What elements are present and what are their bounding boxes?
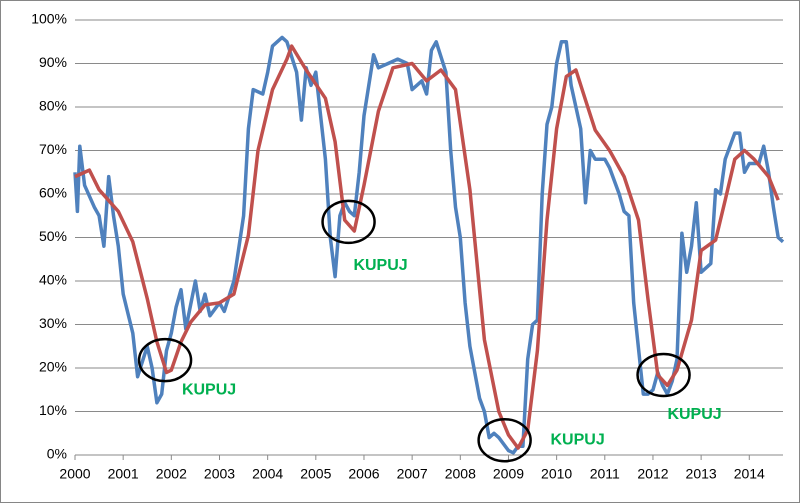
y-tick-label: 10%	[39, 402, 67, 418]
annotation-circle	[137, 337, 193, 383]
x-tick-label: 2003	[204, 466, 235, 482]
x-tick-label: 2012	[637, 466, 668, 482]
annotation-circle	[321, 199, 376, 245]
x-tick-label: 2013	[686, 466, 717, 482]
y-tick-label: 100%	[31, 11, 67, 27]
annotation-circle	[636, 352, 691, 398]
y-tick-label: 20%	[39, 359, 67, 375]
y-tick-label: 50%	[39, 228, 67, 244]
x-tick-label: 2009	[493, 466, 524, 482]
x-tick-label: 2004	[252, 466, 283, 482]
y-tick-label: 90%	[39, 54, 67, 70]
x-tick-label: 2010	[541, 466, 572, 482]
y-tick-label: 0%	[47, 446, 67, 462]
annotation-label: KUPUJ	[182, 381, 236, 398]
annotation-label: KUPUJ	[353, 257, 407, 274]
y-tick-label: 80%	[39, 98, 67, 114]
x-tick-label: 2005	[300, 466, 331, 482]
y-tick-label: 70%	[39, 141, 67, 157]
y-tick-label: 60%	[39, 185, 67, 201]
x-tick-label: 2011	[590, 466, 620, 482]
x-tick-label: 2006	[348, 466, 379, 482]
x-tick-label: 2007	[397, 466, 428, 482]
y-tick-label: 30%	[39, 315, 67, 331]
series-line	[74, 44, 780, 450]
x-tick-label: 2001	[108, 466, 139, 482]
x-tick-label: 2008	[445, 466, 476, 482]
annotation-label: KUPUJ	[667, 406, 721, 423]
y-tick-label: 40%	[39, 272, 67, 288]
annotation-label: KUPUJ	[550, 431, 604, 448]
x-tick-label: 2000	[59, 466, 90, 482]
annotation-circle	[477, 417, 532, 463]
x-tick-label: 2014	[734, 466, 765, 482]
x-tick-label: 2002	[156, 466, 187, 482]
